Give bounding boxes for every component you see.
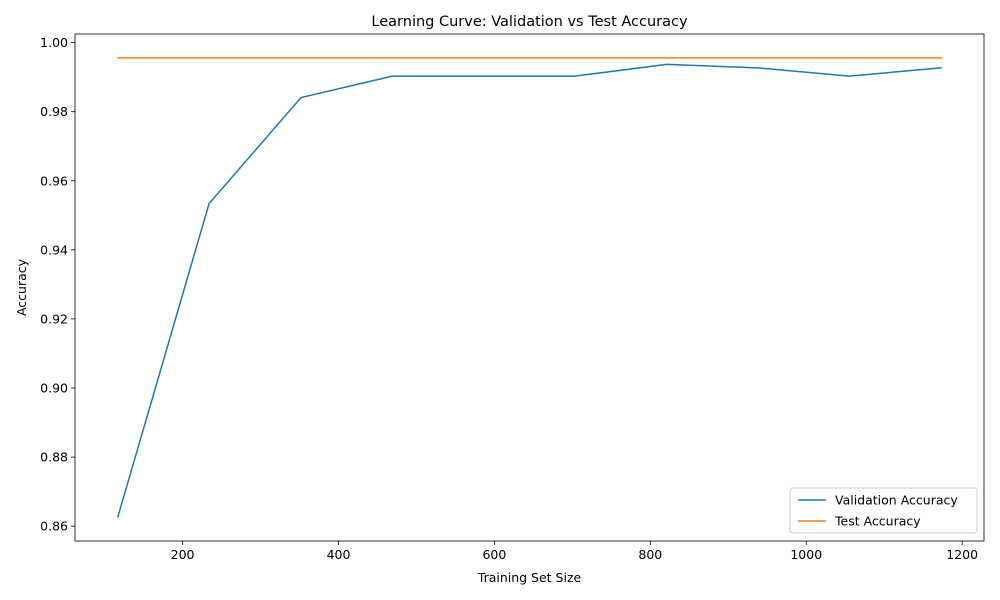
y-tick-label: 1.00 (40, 35, 68, 50)
x-tick-label: 800 (638, 547, 662, 562)
series-group (116, 57, 942, 518)
legend-label-test-accuracy: Test Accuracy (834, 514, 921, 529)
y-axis: 0.86 0.88 0.90 0.92 0.94 0.96 0.98 1.00 (40, 35, 75, 534)
y-tick-label: 0.86 (40, 519, 68, 534)
plot-background (75, 34, 984, 541)
y-tick-label: 0.92 (40, 311, 68, 326)
y-tick-label: 0.90 (40, 381, 68, 396)
x-axis-label: Training Set Size (477, 570, 582, 585)
y-tick-label: 0.94 (40, 242, 68, 257)
x-tick-label: 400 (327, 547, 351, 562)
x-tick-label: 1200 (946, 547, 978, 562)
x-tick-label: 200 (171, 547, 195, 562)
x-tick-label: 600 (482, 547, 506, 562)
y-axis-label: Accuracy (14, 258, 29, 316)
plot-area (74, 33, 985, 542)
legend: Validation Accuracy Test Accuracy (789, 487, 978, 534)
x-tick-label: 1000 (790, 547, 822, 562)
chart-title: Learning Curve: Validation vs Test Accur… (371, 14, 688, 30)
legend-frame (789, 487, 978, 534)
legend-label-validation-accuracy: Validation Accuracy (835, 493, 958, 508)
y-tick-label: 0.96 (40, 173, 68, 188)
y-tick-label: 0.88 (40, 450, 68, 465)
x-axis: 200 400 600 800 1000 1200 (171, 541, 978, 562)
plot-frame (74, 33, 985, 542)
series-line-validation-accuracy (116, 63, 942, 518)
y-tick-label: 0.98 (40, 104, 68, 119)
